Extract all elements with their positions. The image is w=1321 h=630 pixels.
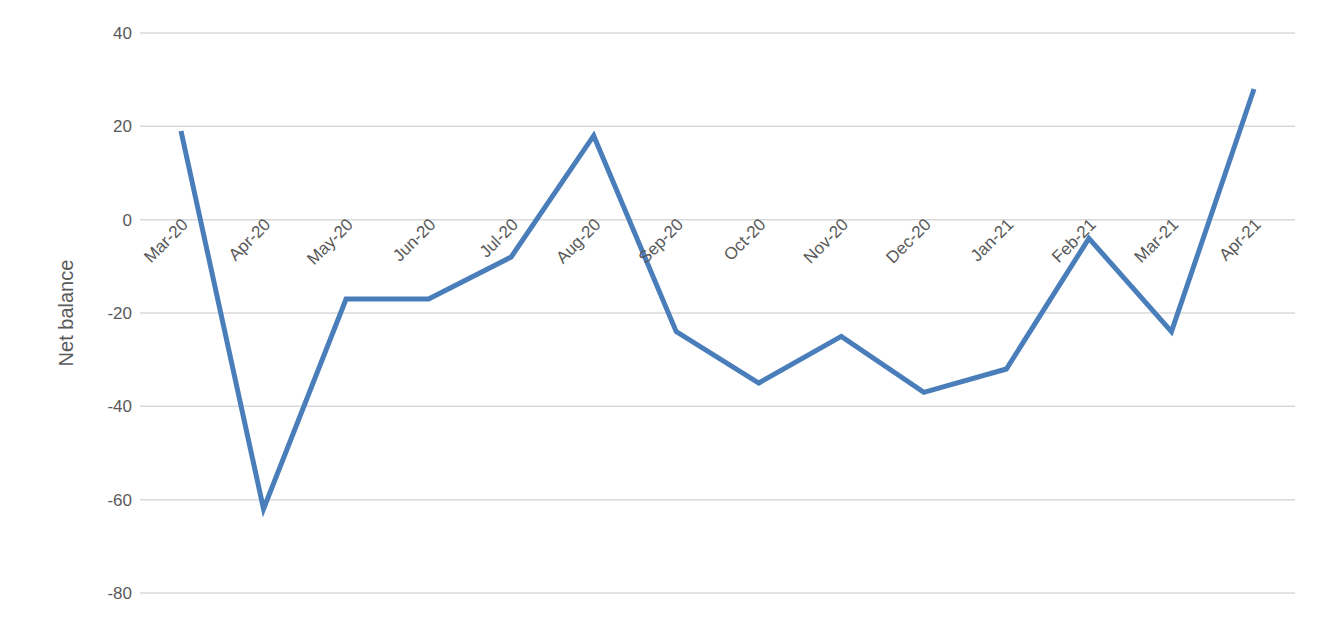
svg-text:Oct-20: Oct-20: [720, 215, 770, 265]
svg-text:Jan-21: Jan-21: [967, 215, 1017, 265]
svg-text:20: 20: [113, 117, 132, 136]
svg-text:0: 0: [123, 211, 132, 230]
svg-text:Dec-20: Dec-20: [882, 215, 934, 267]
svg-text:Feb-21: Feb-21: [1048, 215, 1100, 267]
svg-text:Mar-21: Mar-21: [1131, 215, 1183, 267]
svg-text:Apr-21: Apr-21: [1215, 215, 1265, 265]
svg-text:Aug-20: Aug-20: [552, 215, 604, 267]
svg-text:40: 40: [113, 24, 132, 43]
svg-text:-80: -80: [107, 584, 132, 603]
svg-text:Mar-20: Mar-20: [140, 215, 192, 267]
svg-text:Jun-20: Jun-20: [389, 215, 439, 265]
svg-text:Sep-20: Sep-20: [635, 215, 687, 267]
svg-text:Net balance: Net balance: [55, 260, 77, 367]
svg-text:-60: -60: [107, 491, 132, 510]
svg-text:-20: -20: [107, 304, 132, 323]
svg-text:Nov-20: Nov-20: [800, 215, 852, 267]
svg-text:Apr-20: Apr-20: [225, 215, 275, 265]
svg-text:Jul-20: Jul-20: [476, 215, 522, 261]
svg-text:-40: -40: [107, 397, 132, 416]
svg-text:May-20: May-20: [303, 215, 357, 269]
